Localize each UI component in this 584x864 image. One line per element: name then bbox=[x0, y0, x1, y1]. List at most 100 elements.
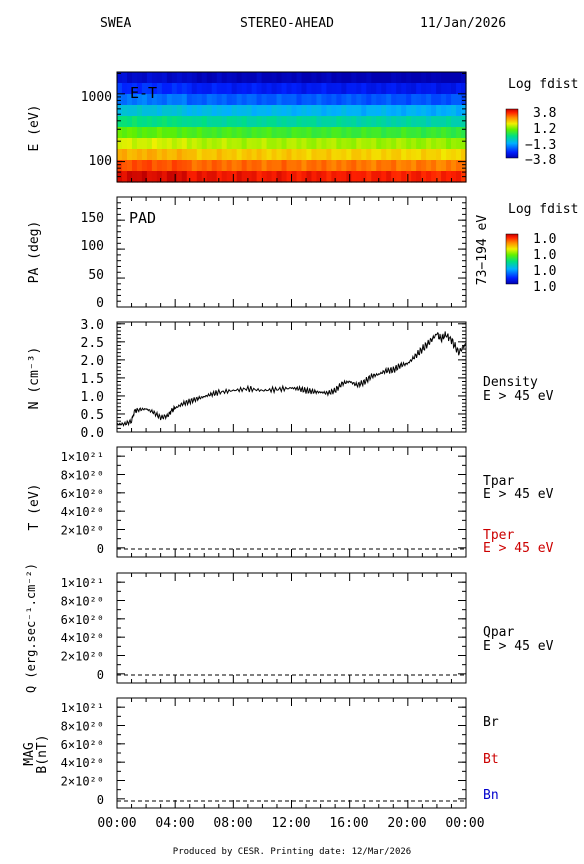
density-panel-frame bbox=[116, 321, 467, 433]
spectrogram-cell bbox=[161, 83, 168, 95]
spectrogram-cell bbox=[356, 72, 362, 84]
spectrogram-cell bbox=[266, 105, 273, 117]
spectrogram-cell bbox=[426, 127, 432, 139]
spectrogram-cell bbox=[346, 83, 352, 95]
spectrogram-cell bbox=[131, 138, 138, 150]
pad-tick-50: 50 bbox=[88, 268, 104, 283]
sci-tick-label: 4×10²⁰ bbox=[61, 505, 104, 519]
spectrogram-cell bbox=[381, 160, 387, 172]
spectrogram-cell bbox=[201, 94, 208, 106]
spectrogram-cell bbox=[117, 94, 123, 106]
instrument-title: SWEA bbox=[100, 16, 131, 31]
spectrogram-cell bbox=[166, 83, 173, 95]
spectrogram-cell bbox=[151, 138, 158, 150]
spectrogram-cell bbox=[396, 127, 402, 139]
spectrogram-cell bbox=[366, 149, 372, 161]
spectrogram-cell bbox=[241, 116, 248, 128]
spectrogram-cell bbox=[226, 160, 233, 172]
spectrogram-cell bbox=[296, 105, 303, 117]
spectrogram-cell bbox=[361, 72, 367, 84]
spectrogram-cell bbox=[341, 83, 347, 95]
spectrogram-cell bbox=[281, 160, 288, 172]
spectrogram-cell bbox=[381, 83, 387, 95]
spectrogram-cell bbox=[186, 171, 193, 183]
spectrogram-cell bbox=[301, 149, 308, 161]
spectrogram-cell bbox=[121, 127, 128, 139]
spectrogram-cell bbox=[331, 171, 337, 183]
spectrogram-cell bbox=[321, 72, 327, 84]
sci-tick-label: 6×10²⁰ bbox=[61, 613, 104, 627]
spectrogram-cell bbox=[261, 171, 268, 183]
spectrogram-cell bbox=[381, 116, 387, 128]
spectrogram-cell bbox=[361, 171, 367, 183]
spectrogram-cell bbox=[401, 72, 407, 84]
sci-tick-label: 1×10²¹ bbox=[61, 576, 104, 590]
spectrogram-cell bbox=[276, 83, 283, 95]
spectrogram-cell bbox=[216, 116, 223, 128]
spectrogram-cell bbox=[346, 160, 352, 172]
pad-colorbar-tick-3: 1.0 bbox=[533, 264, 556, 279]
spectrogram-cell bbox=[221, 72, 228, 84]
spectrogram-cell bbox=[151, 160, 158, 172]
spectrogram-cell bbox=[196, 72, 203, 84]
spectrogram-cell bbox=[211, 160, 218, 172]
spectrogram-cell bbox=[166, 171, 173, 183]
spectrogram-cell bbox=[316, 138, 323, 150]
spectrogram-cell bbox=[161, 160, 168, 172]
spectrogram-cell bbox=[136, 160, 143, 172]
spectrogram-cell bbox=[141, 149, 148, 161]
spectrogram-cell bbox=[271, 160, 278, 172]
pad-colorbar-tick-2: 1.0 bbox=[533, 248, 556, 263]
spectrogram-cell bbox=[226, 138, 233, 150]
spectrogram-cell bbox=[221, 105, 228, 117]
spectrogram-cell bbox=[166, 138, 173, 150]
et-colorbar-tick-4: −3.8 bbox=[525, 153, 556, 168]
spectrogram-cell bbox=[461, 83, 467, 95]
spectrogram-cell bbox=[246, 105, 253, 117]
spectrogram-cell bbox=[151, 72, 158, 84]
spectrogram-cell bbox=[136, 72, 143, 84]
spectrogram-cell bbox=[416, 116, 422, 128]
spectrogram-cell bbox=[456, 72, 462, 84]
spectrogram-cell bbox=[251, 138, 258, 150]
spectrogram-cell bbox=[296, 138, 303, 150]
spectrogram-cell bbox=[366, 116, 372, 128]
spectrogram-cell bbox=[261, 127, 268, 139]
spectrogram-cell bbox=[181, 160, 188, 172]
spectrogram-cell bbox=[366, 127, 372, 139]
spectrogram-cell bbox=[276, 149, 283, 161]
spectrogram-cell bbox=[371, 72, 377, 84]
spectrogram-cell bbox=[311, 116, 318, 128]
spectrogram-cell bbox=[336, 138, 342, 150]
spectrogram-cell bbox=[256, 83, 263, 95]
spectrogram-cell bbox=[256, 105, 263, 117]
spectrogram-cell bbox=[216, 72, 223, 84]
spectrogram-cell bbox=[286, 94, 293, 106]
spectrogram-cell bbox=[306, 138, 313, 150]
spectrogram-cell bbox=[191, 171, 198, 183]
spectrogram-cell bbox=[406, 171, 412, 183]
spectrogram-cell bbox=[346, 105, 352, 117]
sci-tick-label: 8×10²⁰ bbox=[61, 595, 104, 609]
spectrogram-cell bbox=[391, 171, 397, 183]
spectrogram-cell bbox=[381, 171, 387, 183]
spectrogram-cell bbox=[146, 72, 153, 84]
spectrogram-cell bbox=[401, 83, 407, 95]
spectrogram-cell bbox=[341, 105, 347, 117]
qpar-legend-energy: E > 45 eV bbox=[483, 639, 554, 654]
mag-tick-labels: 1×10²¹ 8×10²⁰ 6×10²⁰ 4×10²⁰ 2×10²⁰ 0 bbox=[61, 701, 104, 807]
spectrogram-cell bbox=[131, 149, 138, 161]
spectrogram-cell bbox=[151, 83, 158, 95]
spectrogram-cell bbox=[331, 94, 337, 106]
spectrogram-cell bbox=[156, 83, 163, 95]
spectrogram-cell bbox=[241, 149, 248, 161]
spectrogram-cell bbox=[346, 127, 352, 139]
spectrogram-cell bbox=[346, 138, 352, 150]
spectrogram-cell bbox=[461, 149, 467, 161]
et-colorbar bbox=[505, 108, 519, 159]
spectrogram-cell bbox=[236, 160, 243, 172]
spectrogram-cell bbox=[146, 149, 153, 161]
spectrogram-cell bbox=[456, 83, 462, 95]
spectrogram-cell bbox=[186, 83, 193, 95]
spectrogram-cell bbox=[426, 160, 432, 172]
